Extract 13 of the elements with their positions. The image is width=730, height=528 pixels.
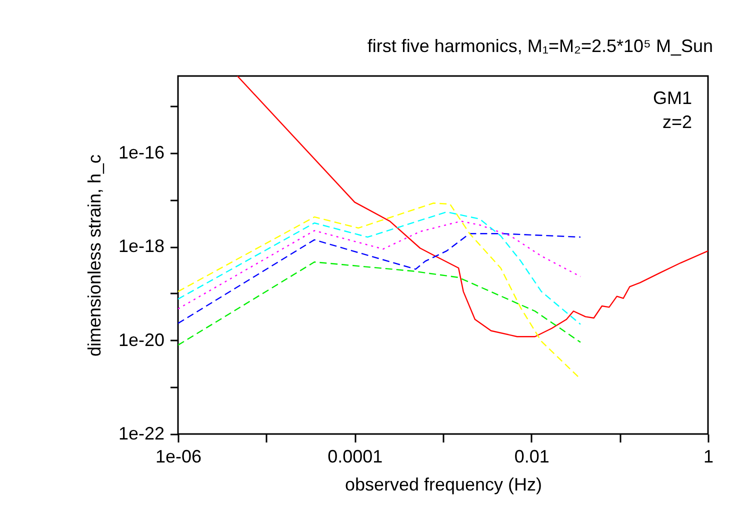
annotation: z=2 (662, 112, 692, 132)
x-tick-label: 0.01 (514, 446, 550, 466)
x-tick-label: 0.0001 (328, 446, 383, 466)
y-tick-label: 1e-16 (118, 142, 164, 162)
y-tick-label: 1e-20 (118, 330, 164, 350)
y-axis-title: dimensionless strain, h_c (84, 154, 104, 357)
y-tick-label: 1e-22 (118, 424, 164, 444)
y-tick-label: 1e-18 (118, 236, 164, 256)
chart-title: first five harmonics, M₁=M₂=2.5*10⁵ M_Sun (367, 36, 714, 56)
x-tick-label: 1 (703, 446, 714, 466)
annotation: GM1 (652, 88, 692, 108)
x-axis-title: observed frequency (Hz) (344, 474, 542, 494)
x-tick-label: 1e-06 (155, 446, 202, 466)
